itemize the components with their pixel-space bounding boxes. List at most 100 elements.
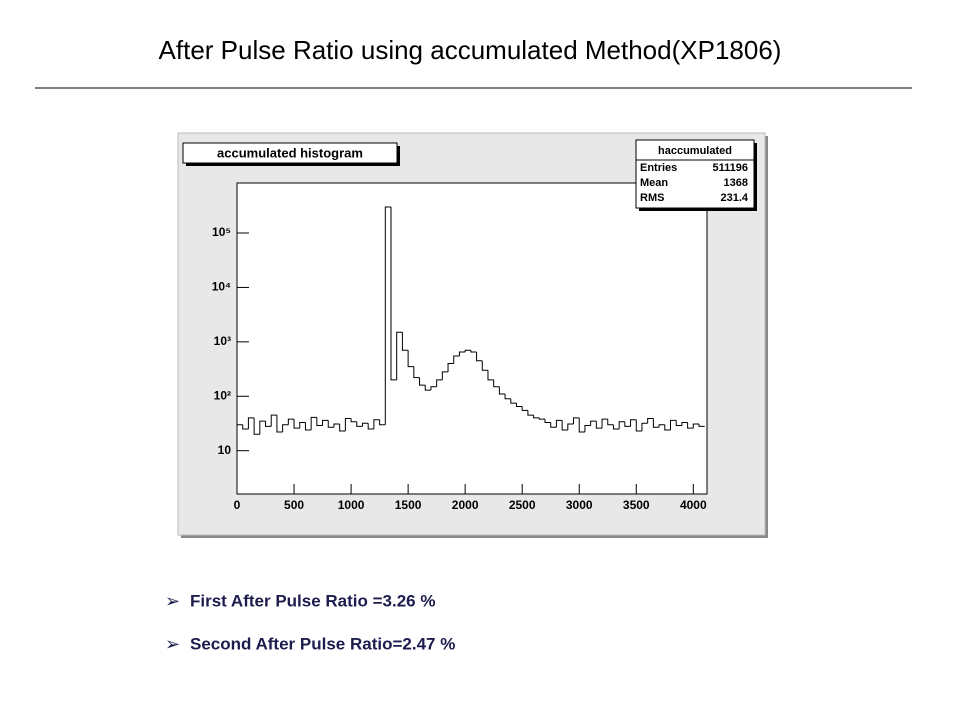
histogram-bin	[441, 371, 449, 380]
x-tick-label: 2500	[509, 498, 536, 512]
histogram-bin	[339, 423, 346, 432]
histogram-title: accumulated histogram	[217, 145, 363, 160]
histogram-bin	[544, 419, 551, 423]
histogram-bin	[573, 417, 580, 424]
histogram-bin	[265, 421, 272, 427]
histogram-bin	[253, 417, 260, 435]
histogram-bin	[299, 421, 306, 429]
histogram-bin	[555, 419, 563, 428]
histogram-bin	[584, 425, 591, 433]
histogram-bin	[304, 422, 312, 431]
histogram-bin	[430, 386, 437, 391]
histogram-bin	[419, 377, 426, 386]
histogram-bin	[390, 207, 397, 381]
histogram-bin	[373, 419, 380, 430]
histogram-bin	[550, 422, 557, 428]
x-tick-label: 1500	[395, 498, 422, 512]
histogram-bin	[282, 424, 289, 433]
histogram-bin	[692, 423, 700, 429]
histogram-bin	[367, 423, 374, 430]
histogram-bin	[647, 418, 654, 424]
histogram-bin	[538, 417, 546, 420]
histogram-bin	[493, 379, 500, 388]
y-tick-label: 10²	[214, 388, 231, 402]
y-tick-label: 10⁵	[212, 225, 231, 239]
histogram-bin	[447, 363, 454, 372]
histogram-bin	[458, 351, 466, 356]
stats-value: 511196	[713, 162, 749, 174]
histogram-bin	[379, 419, 386, 426]
histogram-bin	[276, 415, 283, 433]
histogram-bin	[413, 366, 420, 379]
bullet: First After Pulse Ratio =3.26 %	[190, 591, 435, 610]
histogram-bin	[658, 424, 665, 428]
histogram-bin	[259, 420, 266, 435]
x-tick-label: 3500	[623, 498, 650, 512]
histogram-bin	[350, 418, 357, 423]
x-tick-label: 2000	[452, 498, 479, 512]
histogram-bin	[635, 419, 642, 432]
histogram-bin	[464, 349, 471, 353]
stats-box	[635, 139, 755, 209]
histogram-bin	[476, 352, 483, 362]
histogram-bin	[453, 355, 460, 364]
histogram-bin	[327, 420, 334, 428]
histogram-bin	[510, 398, 517, 404]
stats-value: 231.4	[720, 192, 748, 204]
histogram-bin	[641, 422, 648, 432]
histogram-bin	[630, 419, 637, 427]
bullet-arrow: ➢	[165, 591, 180, 611]
histogram-bin	[287, 418, 295, 425]
histogram-bin	[361, 422, 369, 427]
histogram-bin	[687, 422, 694, 429]
histogram-bin	[424, 385, 431, 391]
histogram-bin	[607, 419, 614, 426]
stats-label: Entries	[640, 162, 677, 174]
title-box	[182, 142, 398, 164]
histogram-bin	[669, 419, 677, 430]
histogram-bin	[504, 394, 511, 400]
histogram-bin	[322, 419, 329, 426]
y-tick-label: 10	[218, 443, 232, 457]
histogram-bin	[578, 417, 585, 433]
histogram-bin	[293, 419, 300, 429]
stats-name: haccumulated	[658, 145, 732, 157]
stats-label: Mean	[640, 177, 668, 189]
histogram-bin	[356, 421, 363, 427]
stats-value: 1368	[724, 177, 748, 189]
histogram-bin	[521, 406, 528, 411]
stats-label: RMS	[640, 192, 664, 204]
histogram-bin	[401, 332, 409, 351]
plot-frame	[236, 182, 708, 495]
histogram-bin	[310, 416, 317, 430]
histogram-bin	[344, 418, 352, 432]
bullet: Second After Pulse Ratio=2.47 %	[190, 634, 455, 653]
histogram-bin	[664, 424, 671, 431]
x-tick-label: 500	[284, 498, 304, 512]
histogram-bin	[396, 331, 403, 380]
histogram-bin	[236, 424, 243, 494]
histogram-bin	[590, 420, 597, 426]
bullet-arrow: ➢	[165, 634, 180, 654]
histogram-bin	[515, 403, 523, 407]
y-tick-label: 10³	[214, 334, 231, 348]
histogram-bin	[481, 360, 488, 371]
histogram-bin	[384, 206, 392, 425]
histogram-bin	[561, 420, 568, 431]
histogram-bin	[487, 370, 494, 381]
x-tick-label: 1000	[338, 498, 365, 512]
histogram-bin	[595, 421, 603, 429]
histogram-bin	[270, 414, 277, 427]
histogram-bin	[618, 421, 625, 430]
histogram-bin	[612, 424, 620, 430]
histogram-bin	[498, 386, 506, 395]
histogram-bin	[247, 417, 255, 430]
histogram-bin	[436, 379, 443, 387]
y-tick-label: 10⁴	[212, 280, 231, 294]
histogram-bin	[601, 418, 608, 429]
x-tick-label: 0	[234, 498, 241, 512]
histogram-bin	[567, 423, 574, 430]
histogram-bin	[624, 421, 631, 427]
x-tick-label: 3000	[566, 498, 593, 512]
